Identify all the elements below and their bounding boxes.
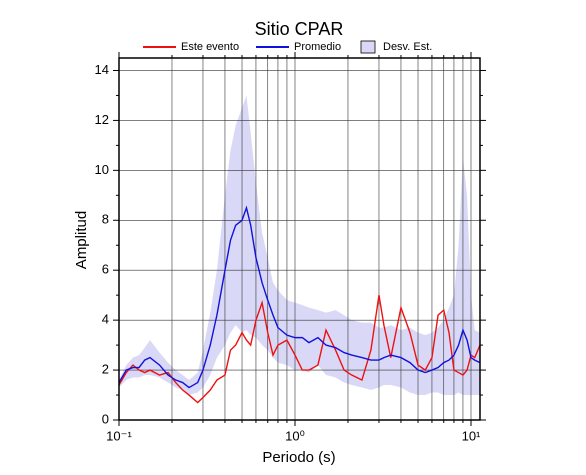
y-tick-label: 4	[102, 312, 109, 327]
y-tick-label: 10	[95, 162, 109, 177]
y-tick-label: 6	[102, 262, 109, 277]
y-tick-label: 2	[102, 362, 109, 377]
x-tick-label: 10⁻¹	[106, 428, 132, 443]
x-tick-label: 10¹	[462, 428, 481, 443]
y-tick-label: 14	[95, 62, 109, 77]
y-axis-label: Amplitud	[73, 211, 90, 269]
legend-swatch	[360, 40, 376, 54]
legend-label: Este evento	[181, 41, 239, 53]
chart-title: Sitio CPAR	[255, 19, 344, 39]
std-band	[119, 95, 480, 396]
legend-label: Desv. Est.	[383, 41, 432, 53]
series-line	[118, 205, 481, 389]
x-axis-label: Periodo (s)	[262, 449, 335, 466]
plot-frame	[118, 57, 481, 421]
y-tick-label: 8	[102, 212, 109, 227]
series-line	[118, 295, 481, 404]
y-tick-label: 12	[95, 112, 109, 127]
legend-label: Promedio	[294, 41, 341, 53]
y-tick-label: 0	[102, 411, 109, 426]
x-tick-label: 10⁰	[285, 428, 305, 443]
